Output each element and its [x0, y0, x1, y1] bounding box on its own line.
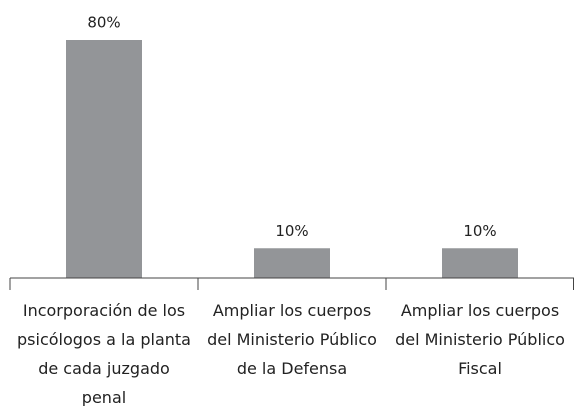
value-label: 10% [463, 222, 496, 240]
bar [442, 248, 518, 278]
value-label: 10% [275, 222, 308, 240]
x-tick-label: Ampliar los cuerpos del Ministerio Públi… [207, 301, 377, 378]
bar [254, 248, 330, 278]
bar [66, 40, 142, 278]
value-label: 80% [87, 14, 120, 32]
x-tick-label: Incorporación de los psicólogos a la pla… [17, 301, 191, 406]
x-tick-label: Ampliar los cuerpos del Ministerio Públi… [395, 301, 565, 378]
